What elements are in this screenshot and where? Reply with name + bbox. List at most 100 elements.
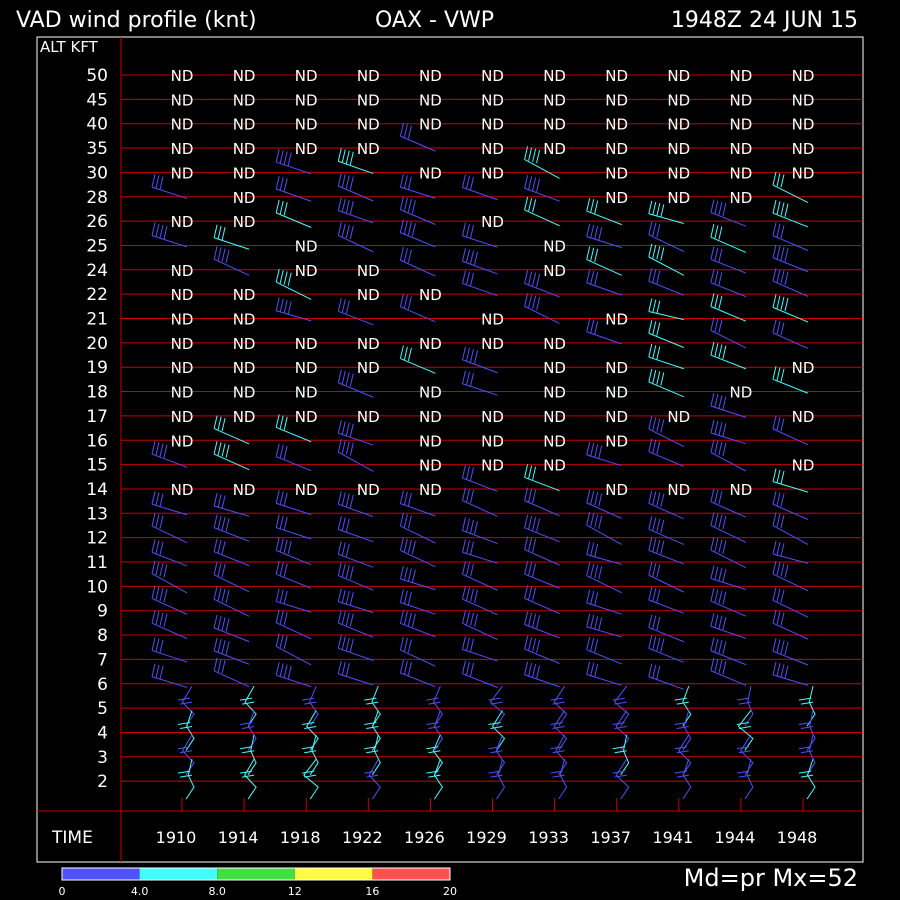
wind-barb [736, 734, 754, 776]
nd-label: ND [543, 67, 566, 85]
wind-barb [772, 610, 809, 640]
nd-label: ND [295, 335, 318, 353]
wind-barb [710, 246, 747, 274]
wind-barb [399, 512, 436, 544]
nd-label: ND [295, 359, 318, 377]
wind-barb [177, 685, 195, 727]
wind-barb [337, 222, 374, 253]
wind-barb [337, 298, 374, 326]
wind-barb [337, 635, 374, 662]
time-tick-1929: 1929 [466, 828, 507, 847]
wind-barb [772, 638, 809, 666]
wind-barb [524, 514, 560, 543]
wind-barb [710, 537, 747, 569]
nd-label: ND [792, 408, 815, 426]
wind-barb [337, 609, 374, 638]
nd-label: ND [792, 91, 815, 109]
nd-label: ND [171, 91, 194, 109]
altitude-tick-25: 25 [86, 236, 108, 256]
nd-label: ND [233, 286, 256, 304]
wind-barb [462, 539, 498, 564]
wind-barb [524, 146, 560, 179]
wind-barb [674, 710, 692, 751]
wind-barb [648, 368, 684, 398]
nd-label: ND [419, 164, 442, 182]
wind-barb [648, 635, 684, 663]
wind-barb [648, 516, 684, 545]
wind-barb [648, 415, 685, 447]
wind-barb [213, 246, 250, 276]
nd-label: ND [543, 237, 566, 255]
wind-barb [462, 270, 498, 297]
wind-barb [550, 685, 568, 727]
wind-barb [648, 221, 685, 252]
altitude-tick-2: 2 [97, 772, 108, 792]
nd-label: ND [295, 67, 318, 85]
wind-barb [798, 685, 816, 727]
wind-barb [772, 294, 809, 323]
nd-label: ND [605, 432, 628, 450]
nd-label: ND [171, 384, 194, 402]
nd-label: ND [295, 262, 318, 280]
wind-barb [710, 565, 747, 590]
wind-barb [710, 342, 747, 370]
wind-barb [772, 491, 809, 521]
wind-barb [710, 613, 747, 639]
wind-barb [648, 268, 684, 296]
nd-label: ND [419, 91, 442, 109]
nd-label: ND [730, 384, 753, 402]
wind-barb [524, 536, 560, 566]
wind-barb [586, 197, 622, 226]
wind-barb [275, 175, 312, 202]
wind-barb [772, 366, 809, 394]
wind-barb [364, 710, 381, 751]
nd-label: ND [357, 116, 380, 134]
wind-barb [772, 319, 809, 349]
nd-label: ND [543, 335, 566, 353]
wind-barb [177, 759, 195, 800]
altitude-tick-6: 6 [97, 675, 108, 695]
wind-barb [240, 734, 257, 776]
wind-barb [772, 171, 809, 203]
nd-label: ND [233, 116, 256, 134]
altitude-tick-26: 26 [86, 212, 108, 232]
wind-barb [337, 660, 374, 686]
wind-barb [177, 710, 195, 751]
nd-label: ND [481, 408, 504, 426]
wind-barb [586, 589, 622, 615]
chart-title: VAD wind profile (knt) [16, 8, 257, 33]
nd-label: ND [730, 164, 753, 182]
altitude-tick-50: 50 [86, 66, 108, 86]
wind-barb [710, 588, 747, 617]
wind-barb [736, 686, 754, 727]
nd-label: ND [357, 335, 380, 353]
wind-barb [213, 614, 250, 643]
wind-barb [275, 490, 312, 516]
wind-barb [302, 685, 319, 727]
wind-barb [772, 560, 809, 592]
nd-label: ND [171, 311, 194, 329]
wind-barb [151, 539, 188, 567]
wind-barb [586, 541, 622, 565]
wind-barb [710, 512, 747, 543]
wind-barb [213, 561, 250, 593]
wind-barb [426, 685, 444, 727]
plot-frame [36, 36, 864, 863]
wind-barb [612, 685, 630, 727]
wind-barb [586, 318, 622, 345]
color-scale-tick: 0 [59, 885, 66, 898]
nd-label: ND [171, 359, 194, 377]
nd-label: ND [481, 116, 504, 134]
wind-barb [213, 492, 250, 517]
wind-barb [337, 491, 374, 518]
wind-barb [275, 148, 312, 175]
nd-label: ND [419, 408, 442, 426]
nd-label: ND [543, 384, 566, 402]
wind-barb [586, 489, 622, 519]
wind-barb [710, 224, 747, 253]
nd-label: ND [357, 286, 380, 304]
nd-label: ND [543, 262, 566, 280]
wind-barb [426, 710, 444, 751]
nd-label: ND [667, 481, 690, 499]
wind-barb [275, 561, 312, 589]
